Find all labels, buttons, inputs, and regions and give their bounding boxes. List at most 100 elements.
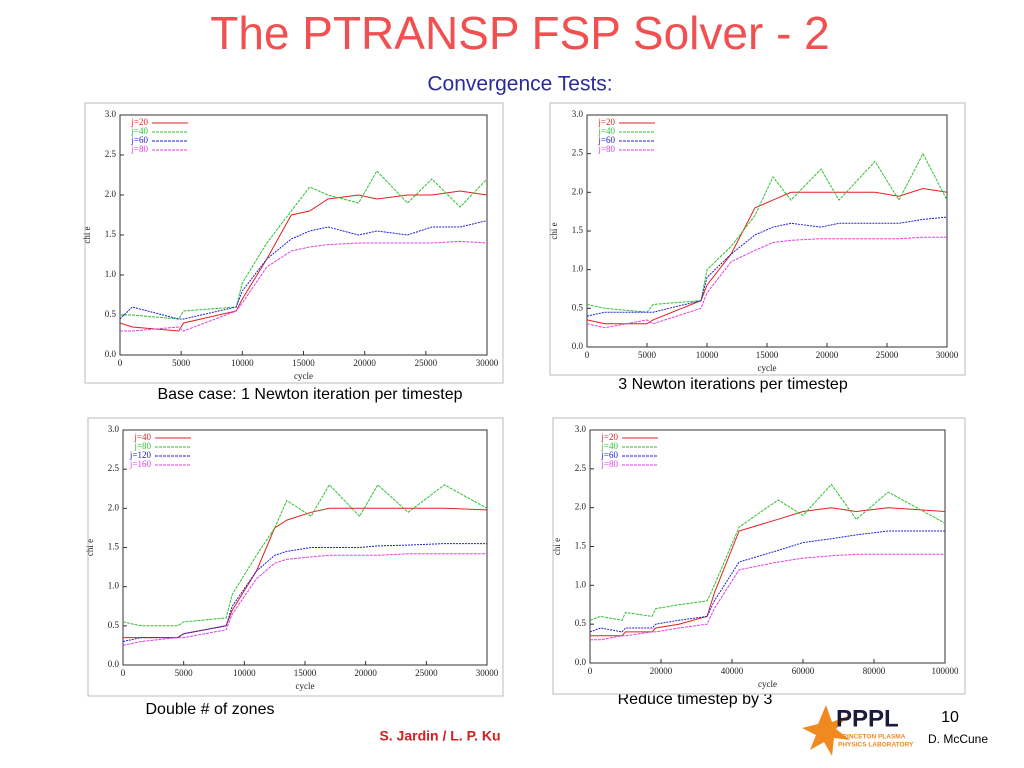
series-line [119, 190, 488, 332]
y-tick-label: 2.5 [572, 148, 584, 158]
caption: Reduce timestep by 3 [618, 691, 773, 708]
series-line [586, 152, 948, 313]
x-tick-label: 5000 [638, 350, 657, 360]
y-tick-label: 0.0 [108, 659, 120, 669]
x-tick-label: 0 [585, 350, 590, 360]
y-axis-label: chi e [85, 539, 95, 556]
chart-frame [549, 102, 966, 376]
x-tick-label: 10000 [231, 358, 254, 368]
y-tick-label: 2.0 [108, 502, 120, 512]
y-tick-label: 0.0 [105, 349, 117, 359]
series-line [120, 170, 488, 320]
y-tick-label: 0.5 [105, 309, 117, 319]
logo-star [802, 705, 850, 756]
x-tick-label: 15000 [756, 350, 779, 360]
legend-label: j=40 [600, 441, 618, 451]
y-tick-label: 0.5 [572, 302, 584, 312]
legend-label: j=80 [600, 459, 618, 469]
x-tick-label: 25000 [876, 350, 899, 360]
x-tick-label: 0 [588, 666, 593, 676]
legend-label: j=20 [597, 117, 615, 127]
caption: Double # of zones [146, 701, 275, 718]
x-tick-label: 30000 [936, 350, 959, 360]
series-line [590, 507, 946, 637]
caption: 3 Newton iterations per timestep [618, 376, 848, 393]
slide-subtitle: Convergence Tests: [427, 73, 612, 96]
y-tick-label: 0.0 [575, 657, 587, 667]
x-tick-label: 25000 [415, 668, 438, 678]
y-tick-label: 1.0 [572, 264, 584, 274]
legend-label: j=80 [133, 441, 151, 451]
series-line [589, 483, 946, 621]
y-tick-label: 0.5 [575, 618, 587, 628]
y-tick-label: 1.0 [105, 269, 117, 279]
legend-label: j=40 [130, 126, 148, 136]
y-tick-label: 1.5 [108, 542, 120, 552]
y-tick-label: 2.5 [105, 149, 117, 159]
authors: S. Jardin / L. P. Ku [379, 728, 500, 744]
series-line [586, 216, 948, 317]
y-tick-label: 2.5 [575, 463, 587, 473]
legend-label: j=80 [597, 144, 615, 154]
x-axis-label: cycle [758, 363, 777, 373]
x-tick-label: 40000 [721, 666, 744, 676]
series-line [589, 530, 945, 633]
caption: Base case: 1 Newton iteration per timest… [157, 386, 462, 403]
y-tick-label: 0.5 [108, 620, 120, 630]
legend-label: j=60 [130, 135, 148, 145]
legend-label: j=120 [129, 450, 152, 460]
x-tick-label: 20000 [354, 668, 377, 678]
y-tick-label: 1.5 [572, 225, 584, 235]
pppl-logo: PPPL PRINCETON PLASMA PHYSICS LABORATORY [802, 705, 914, 756]
legend-label: j=80 [130, 144, 148, 154]
x-tick-label: 30000 [476, 358, 499, 368]
y-tick-label: 3.0 [575, 424, 587, 434]
y-tick-label: 2.5 [108, 463, 120, 473]
y-tick-label: 2.0 [575, 502, 587, 512]
y-tick-label: 1.5 [105, 229, 117, 239]
series-line [122, 483, 488, 627]
legend-label: j=60 [597, 135, 615, 145]
x-tick-label: 0 [118, 358, 123, 368]
x-tick-label: 15000 [294, 668, 317, 678]
legend-label: j=60 [600, 450, 618, 460]
slide-title: The PTRANSP FSP Solver - 2 [210, 7, 830, 59]
x-tick-label: 100000 [932, 666, 960, 676]
logo-name: PPPL [836, 705, 899, 732]
series-line [122, 553, 487, 646]
x-tick-label: 25000 [415, 358, 438, 368]
y-tick-label: 1.0 [575, 579, 587, 589]
x-tick-label: 15000 [292, 358, 315, 368]
x-axis-label: cycle [296, 681, 315, 691]
x-tick-label: 0 [121, 668, 126, 678]
x-tick-label: 20000 [816, 350, 839, 360]
legend-label: j=20 [130, 117, 148, 127]
y-tick-label: 0.0 [572, 341, 584, 351]
x-tick-label: 20000 [353, 358, 376, 368]
legend-label: j=40 [133, 432, 151, 442]
x-axis-label: cycle [758, 679, 777, 689]
y-tick-label: 2.0 [572, 186, 584, 196]
x-tick-label: 10000 [233, 668, 256, 678]
legend-label: j=40 [597, 126, 615, 136]
y-tick-label: 3.0 [105, 109, 117, 119]
y-axis-label: chi e [549, 222, 559, 239]
series-line [590, 553, 945, 641]
presenter: D. McCune [928, 732, 988, 746]
x-tick-label: 5000 [175, 668, 194, 678]
x-tick-label: 30000 [476, 668, 499, 678]
logo-line: PHYSICS LABORATORY [838, 742, 914, 749]
x-tick-label: 5000 [172, 358, 191, 368]
legend-label: j=160 [129, 459, 152, 469]
chart-frame [552, 417, 966, 695]
x-tick-label: 20000 [650, 666, 673, 676]
y-axis-label: chi e [552, 538, 562, 555]
chart-frame [87, 417, 504, 697]
x-tick-label: 60000 [792, 666, 815, 676]
series-line [122, 543, 487, 642]
page-number: 10 [941, 709, 959, 726]
logo-line: PRINCETON PLASMA [838, 734, 906, 741]
x-axis-label: cycle [294, 371, 313, 381]
legend-label: j=20 [600, 432, 618, 442]
